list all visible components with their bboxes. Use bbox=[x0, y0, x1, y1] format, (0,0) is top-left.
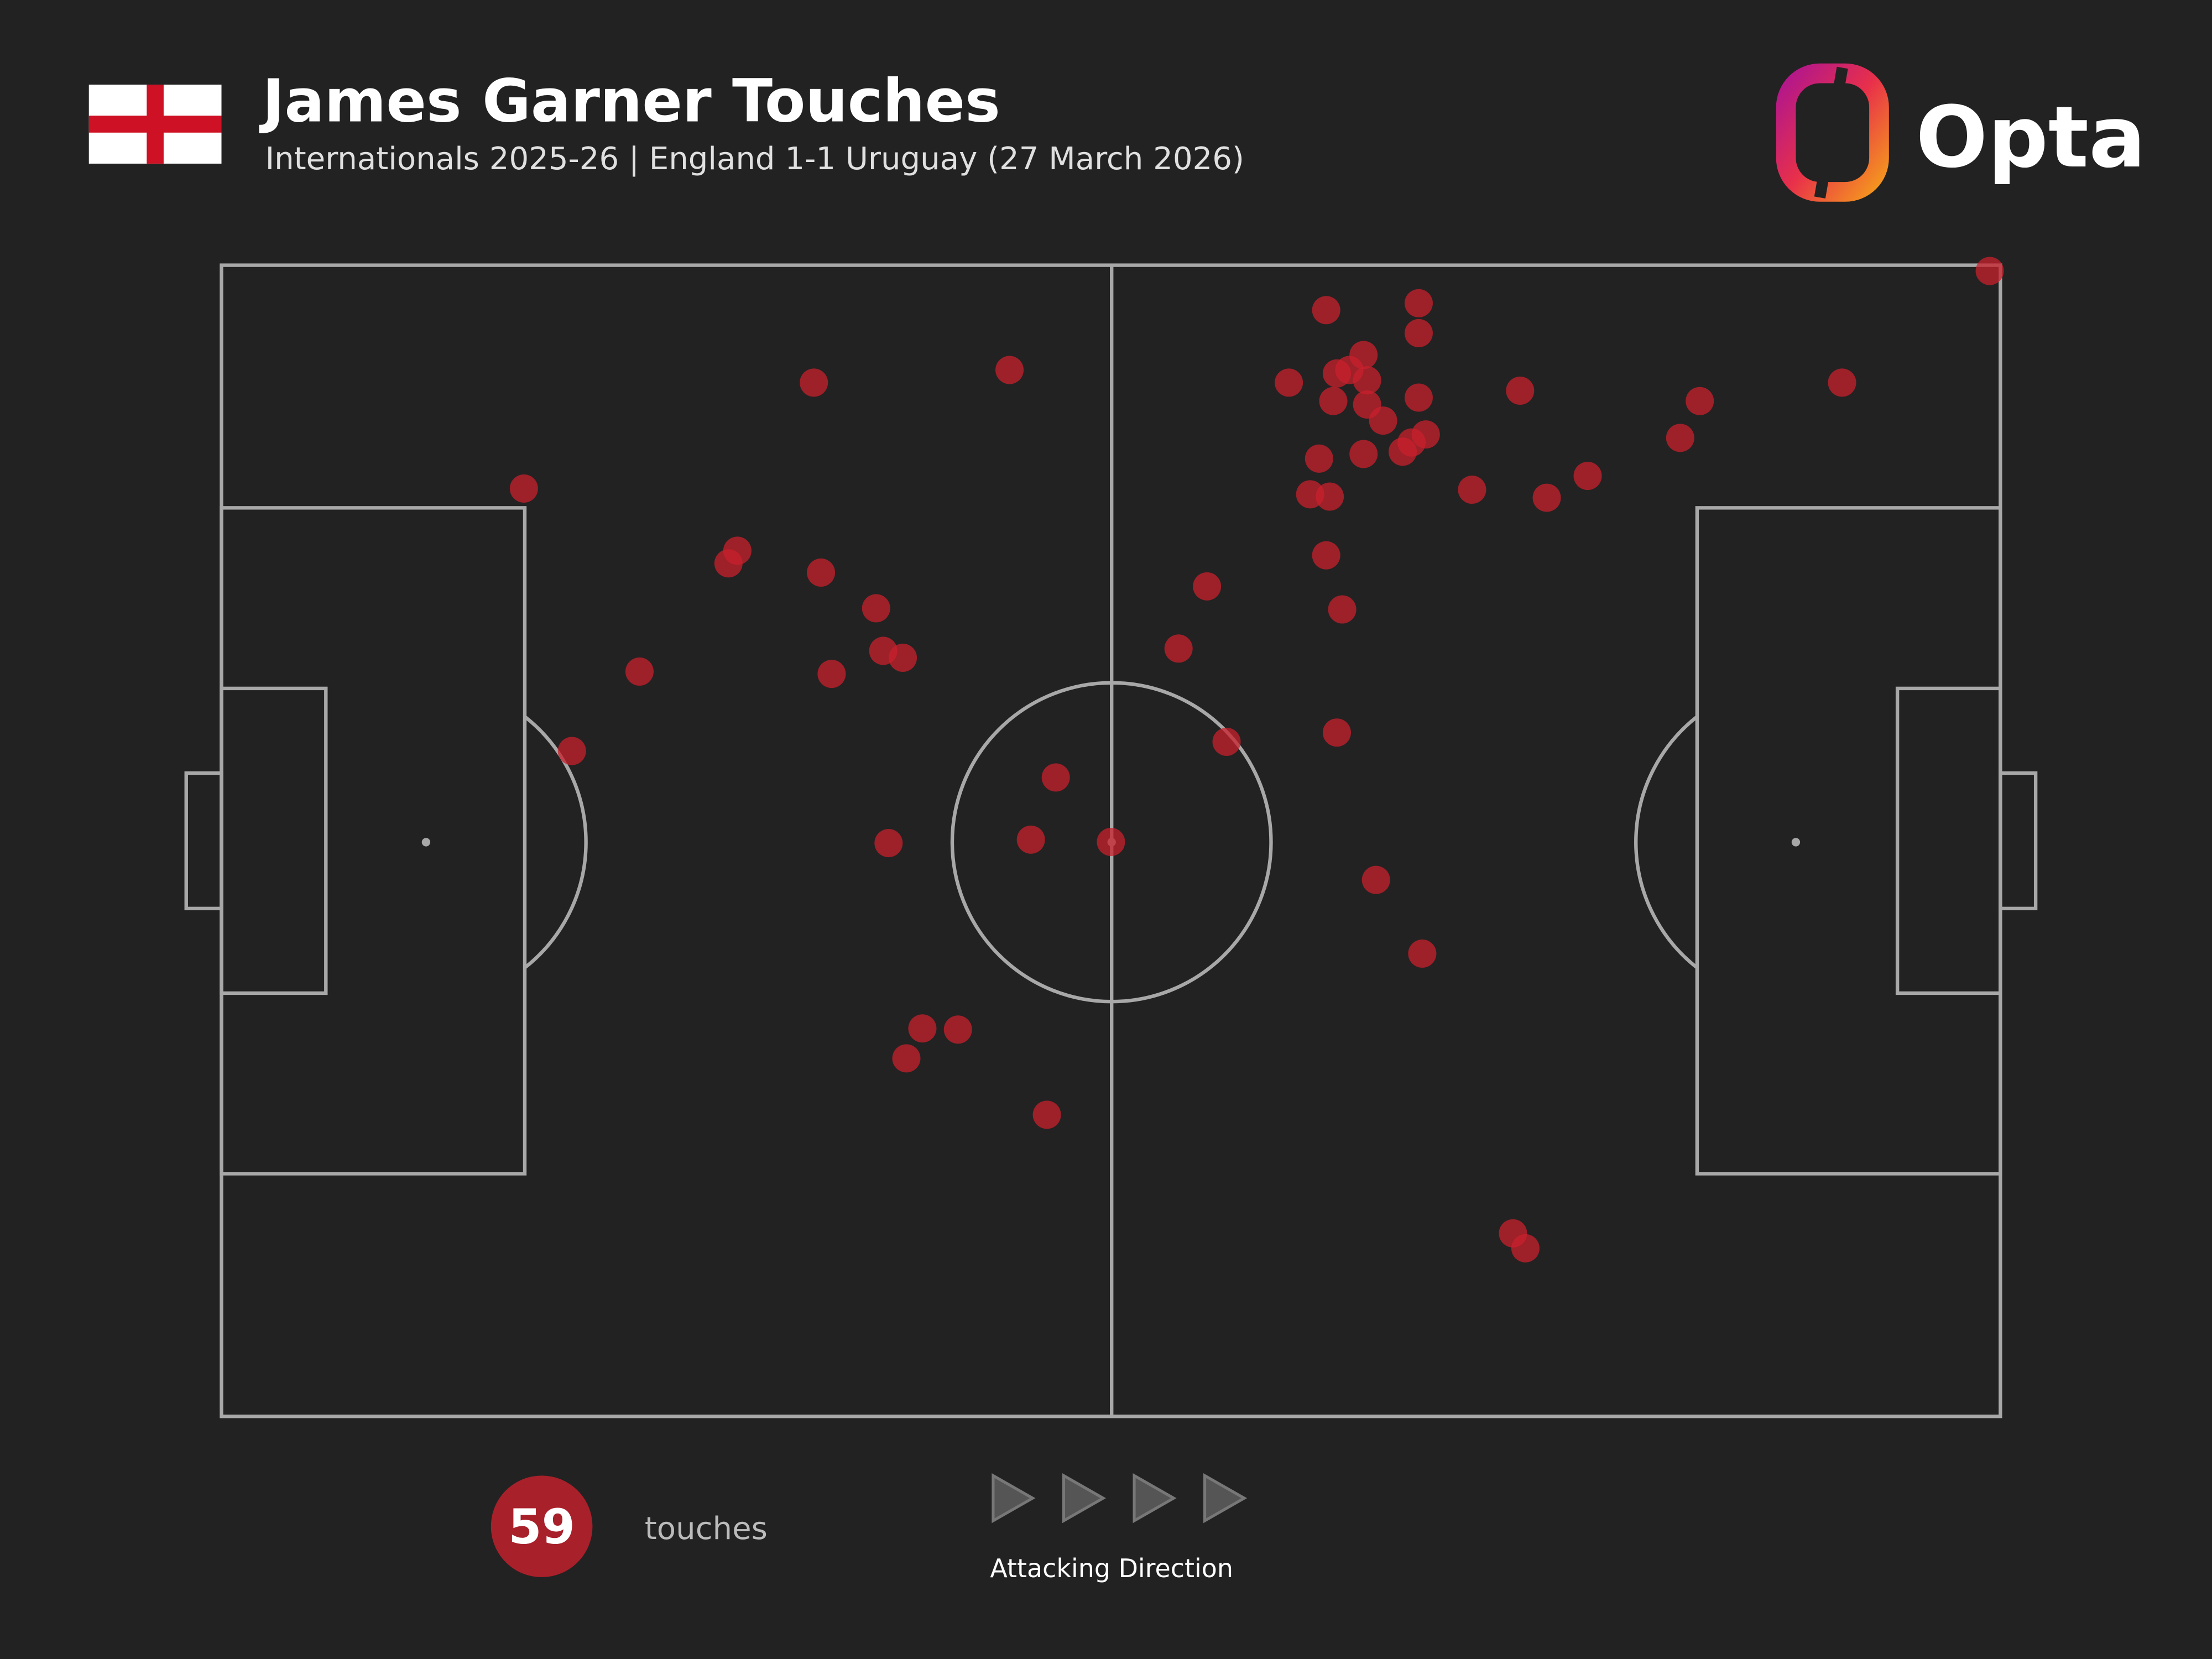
touch-point bbox=[1506, 376, 1535, 405]
touch-point bbox=[889, 643, 917, 672]
touch-point bbox=[1404, 289, 1433, 317]
touch-point bbox=[817, 660, 846, 688]
touch-point bbox=[1097, 827, 1125, 856]
touch-point bbox=[995, 356, 1024, 384]
touch-point bbox=[862, 594, 890, 623]
touch-point bbox=[1349, 440, 1378, 468]
touch-point bbox=[1353, 366, 1381, 395]
touch-point bbox=[625, 657, 654, 686]
touch-point bbox=[1041, 763, 1070, 792]
touch-point bbox=[714, 549, 743, 578]
touch-point bbox=[1193, 572, 1222, 601]
touch-point bbox=[892, 1044, 921, 1073]
touch-point bbox=[1408, 939, 1437, 968]
touch-point bbox=[1032, 1100, 1061, 1129]
touch-count-label: touches bbox=[645, 1511, 768, 1547]
touch-point bbox=[908, 1014, 937, 1043]
touch-point bbox=[1828, 368, 1856, 397]
touch-point bbox=[807, 558, 836, 587]
pitch bbox=[184, 263, 2038, 1418]
touch-point bbox=[1404, 383, 1433, 412]
touch-point bbox=[943, 1015, 972, 1044]
direction-label: Attacking Direction bbox=[990, 1553, 1233, 1583]
touch-point bbox=[1319, 387, 1348, 415]
touch-point bbox=[1305, 444, 1333, 473]
touch-point bbox=[1532, 483, 1561, 512]
touch-point bbox=[1369, 406, 1397, 435]
touch-point bbox=[1328, 595, 1357, 624]
brand-logo: Opta bbox=[1776, 63, 2146, 202]
touch-point bbox=[557, 737, 586, 765]
touch-point bbox=[874, 829, 903, 858]
touch-point bbox=[1164, 634, 1193, 663]
touch-point bbox=[1404, 319, 1433, 347]
touch-point bbox=[1322, 718, 1351, 747]
touch-point bbox=[1361, 865, 1390, 894]
touch-point bbox=[509, 474, 538, 503]
touch-point bbox=[800, 368, 828, 397]
chart-subtitle: Internationals 2025-26 | England 1-1 Uru… bbox=[265, 141, 1244, 177]
england-flag bbox=[88, 85, 222, 164]
touch-point bbox=[1511, 1234, 1540, 1262]
touch-point bbox=[1312, 541, 1340, 570]
chart-title: James Garner Touches bbox=[258, 67, 1000, 135]
touch-point bbox=[1312, 296, 1340, 325]
touch-point bbox=[1686, 387, 1714, 415]
direction-arrows bbox=[992, 1473, 1248, 1524]
touch-point bbox=[1212, 727, 1241, 756]
touch-point bbox=[1316, 482, 1344, 511]
touch-point bbox=[1975, 257, 2004, 285]
touch-point bbox=[1458, 476, 1486, 504]
touch-point bbox=[1666, 424, 1694, 452]
touch-point bbox=[1388, 437, 1417, 466]
touch-count: 59 bbox=[508, 1499, 575, 1555]
touch-point bbox=[1573, 462, 1602, 491]
touch-point bbox=[1275, 368, 1303, 397]
brand-name: Opta bbox=[1916, 88, 2146, 187]
touch-point bbox=[1016, 825, 1045, 854]
count-badge bbox=[491, 1475, 593, 1578]
